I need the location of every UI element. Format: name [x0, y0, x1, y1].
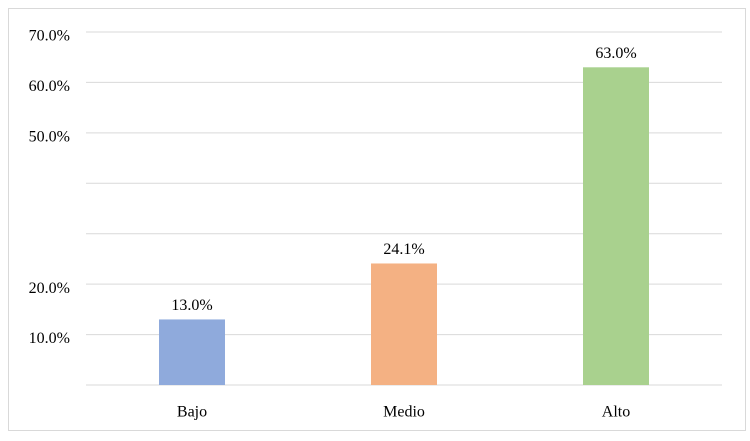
y-tick-label: 20.0% — [29, 280, 70, 297]
y-tick-label: 10.0% — [29, 330, 70, 347]
data-label: 24.1% — [383, 241, 424, 258]
x-tick-label: Medio — [383, 404, 425, 421]
x-tick-label: Bajo — [177, 404, 207, 421]
x-tick-label: Alto — [602, 404, 630, 421]
data-label: 13.0% — [171, 297, 212, 314]
data-label: 63.0% — [595, 45, 636, 62]
y-tick-label: 50.0% — [29, 129, 70, 146]
y-tick-label: 60.0% — [29, 78, 70, 95]
bar — [371, 263, 437, 385]
bar — [583, 67, 649, 386]
bar — [159, 319, 225, 385]
y-tick-label: 70.0% — [29, 28, 70, 45]
